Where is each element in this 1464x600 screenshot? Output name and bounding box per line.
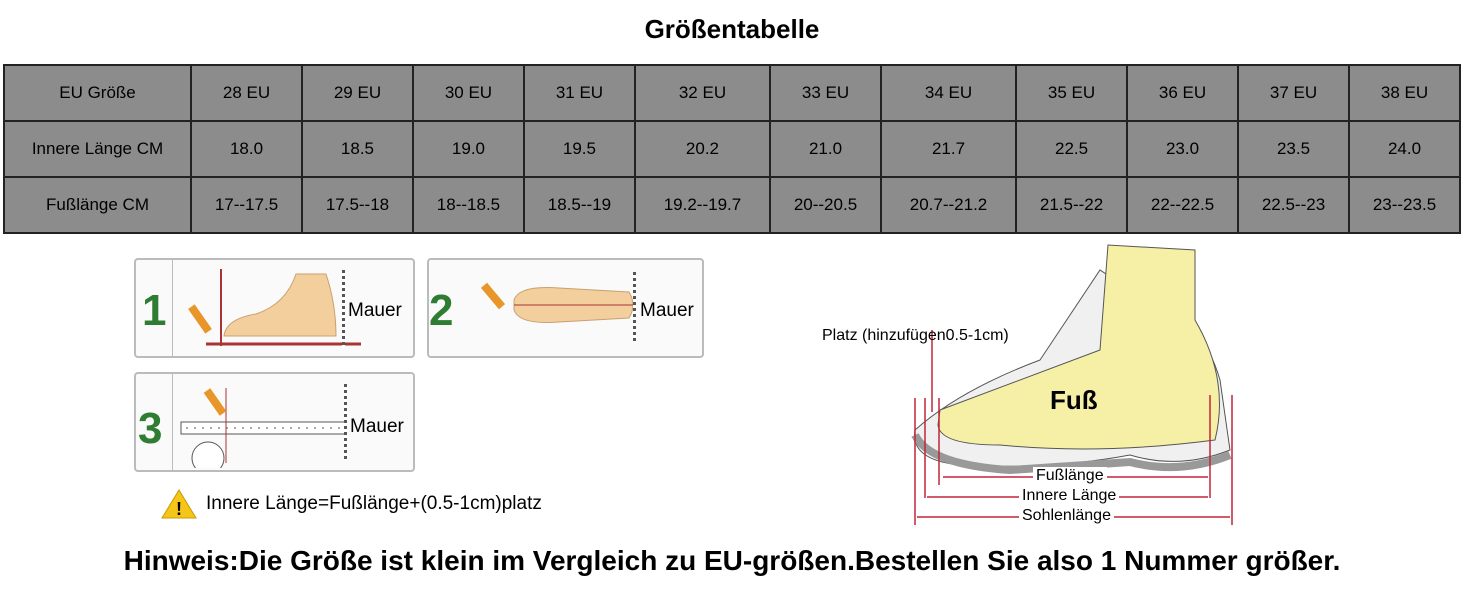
table-cell: 17--17.5 (190, 176, 303, 234)
table-cell: 23.0 (1126, 120, 1240, 178)
table-cell: 35 EU (1015, 64, 1129, 122)
warning-text: ! Innere Länge=Fußlänge+(0.5-1cm)platz (160, 488, 542, 520)
inner-length-label: Innere Länge (1019, 487, 1120, 505)
row-header: Innere Länge CM (3, 120, 192, 178)
step-2-panel: 2 Mauer (427, 258, 704, 358)
foot-length-label: Fußlänge (1033, 467, 1107, 485)
table-cell: 28 EU (190, 64, 303, 122)
table-cell: 30 EU (411, 64, 525, 122)
table-cell: 19.5 (522, 120, 636, 178)
wall-label: Mauer (348, 300, 402, 321)
table-cell: 20.7--21.2 (879, 176, 1018, 234)
table-cell: 33 EU (769, 64, 882, 122)
table-cell: 37 EU (1237, 64, 1350, 122)
table-cell: 18.5 (300, 120, 414, 178)
table-cell: 34 EU (879, 64, 1018, 122)
table-cell: 18.5--19 (522, 176, 636, 234)
step-3-panel: 3 Mauer (134, 372, 415, 472)
table-cell: 32 EU (633, 64, 772, 122)
foot-side-icon (188, 269, 361, 346)
table-cell: 24.0 (1348, 120, 1461, 178)
table-cell: 22.5--23 (1237, 176, 1350, 234)
table-cell: 38 EU (1348, 64, 1461, 122)
table-row: Innere Länge CM 18.0 18.5 19.0 19.5 20.2 21.0 2… (3, 120, 1461, 178)
table-cell: 22.5 (1015, 120, 1129, 178)
size-table: EU Größe 28 EU 29 EU 30 EU 31 EU 32 EU 33 EU 34… (3, 64, 1461, 234)
table-cell: 18.0 (190, 120, 303, 178)
step-1-panel: 1 Mauer (134, 258, 415, 358)
step-number: 1 (142, 286, 167, 335)
table-cell: 19.0 (411, 120, 525, 178)
foot-top-icon (480, 282, 634, 323)
row-header: EU Größe (3, 64, 192, 122)
table-cell: 18--18.5 (411, 176, 525, 234)
table-cell: 22--22.5 (1126, 176, 1240, 234)
row-header: Fußlänge CM (3, 176, 192, 234)
step-number: 2 (429, 286, 454, 335)
space-label: Platz (hinzufügen0.5-1cm) (822, 327, 1009, 344)
table-cell: 31 EU (522, 64, 636, 122)
warning-formula: Innere Länge=Fußlänge+(0.5-1cm)platz (206, 493, 542, 514)
table-cell: 19.2--19.7 (633, 176, 772, 234)
svg-text:!: ! (176, 499, 182, 519)
table-cell: 21.7 (879, 120, 1018, 178)
table-cell: 23.5 (1237, 120, 1350, 178)
table-cell: 20.2 (633, 120, 772, 178)
warning-icon: ! (161, 489, 197, 519)
wall-label: Mauer (640, 300, 694, 321)
wall-label: Mauer (350, 416, 404, 437)
table-cell: 21.5--22 (1015, 176, 1129, 234)
table-cell: 23--23.5 (1348, 176, 1461, 234)
table-cell: 17.5--18 (300, 176, 414, 234)
table-row: EU Größe 28 EU 29 EU 30 EU 31 EU 32 EU 33 EU 34… (3, 64, 1461, 122)
table-row: Fußlänge CM 17--17.5 17.5--18 18--18.5 18.5-… (3, 176, 1461, 234)
table-cell: 20--20.5 (769, 176, 882, 234)
ruler-icon (180, 388, 347, 468)
step-number: 3 (138, 404, 163, 453)
foot-label: Fuß (1050, 385, 1098, 415)
table-cell: 36 EU (1126, 64, 1240, 122)
size-note: Hinweis:Die Größe ist klein im Vergleich… (123, 545, 1341, 576)
page-title: Größentabelle (644, 14, 820, 44)
table-cell: 29 EU (300, 64, 414, 122)
foot-diagram (911, 244, 1233, 525)
table-cell: 21.0 (769, 120, 882, 178)
sole-length-label: Sohlenlänge (1019, 507, 1114, 525)
